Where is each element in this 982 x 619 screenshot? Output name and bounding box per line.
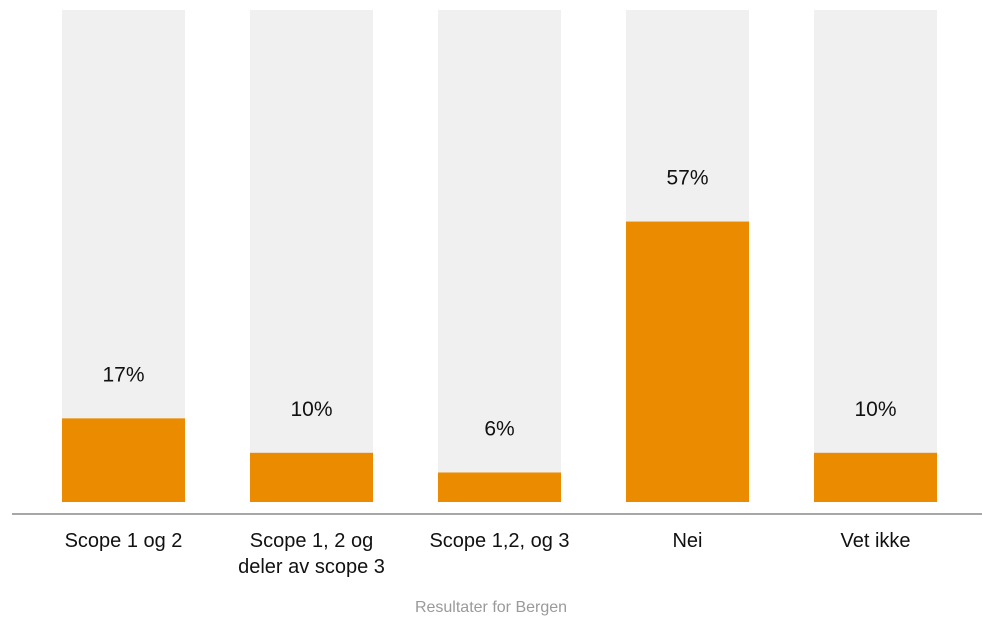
bar-value-label: 10% <box>290 398 332 421</box>
chart-caption: Resultater for Bergen <box>415 599 567 616</box>
bar <box>438 472 561 502</box>
bar-value-label: 17% <box>102 363 144 386</box>
category-label: Scope 1, 2 og <box>250 530 373 552</box>
bar <box>814 452 937 502</box>
bars <box>62 221 937 502</box>
value-labels: 17% 10% 6% 57% 10% <box>102 167 896 441</box>
bar <box>250 452 373 502</box>
bar-track <box>814 10 937 502</box>
bar-track <box>438 10 561 502</box>
category-labels: Scope 1 og 2 Scope 1, 2 og deler av scope … <box>65 530 911 578</box>
bar-value-label: 6% <box>484 417 514 440</box>
category-label: Nei <box>672 530 702 552</box>
bar-value-label: 10% <box>854 398 896 421</box>
category-label: Vet ikke <box>840 530 910 552</box>
bar-track <box>250 10 373 502</box>
bar-tracks <box>62 10 937 502</box>
bar-value-label: 57% <box>666 167 708 190</box>
bar <box>626 221 749 502</box>
category-label: Scope 1,2, og 3 <box>429 530 569 552</box>
bar <box>62 418 185 502</box>
category-label: deler av scope 3 <box>238 556 385 578</box>
category-label: Scope 1 og 2 <box>65 530 183 552</box>
